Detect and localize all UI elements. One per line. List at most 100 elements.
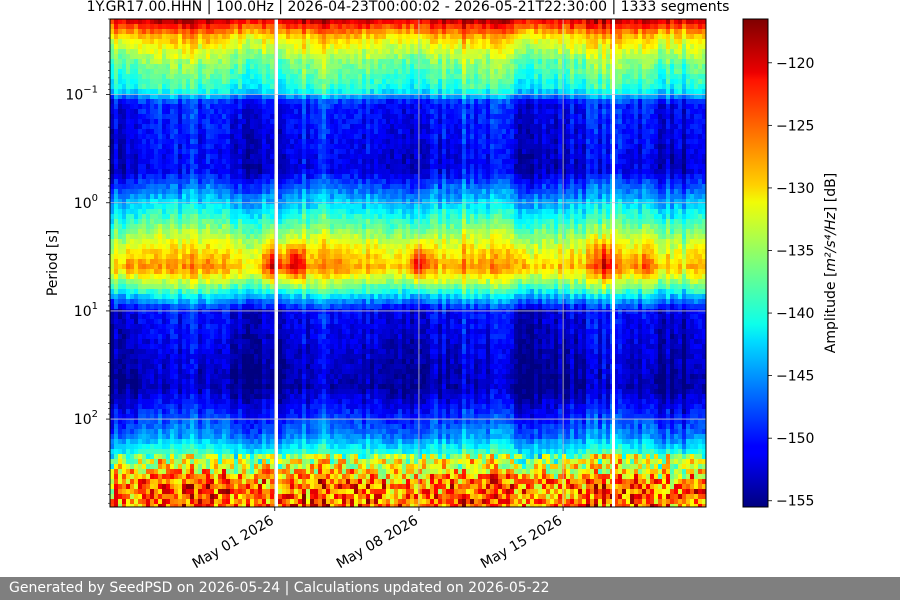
heatmap-cell — [190, 89, 195, 95]
heatmap-cell — [238, 359, 243, 365]
heatmap-cell — [194, 219, 199, 225]
heatmap-cell — [194, 434, 199, 440]
heatmap-cell — [242, 79, 247, 85]
heatmap-cell — [226, 69, 231, 75]
heatmap-cell — [302, 79, 307, 85]
heatmap-cell — [266, 494, 271, 500]
heatmap-cell — [278, 434, 283, 440]
heatmap-cell — [190, 419, 195, 425]
heatmap-cell — [210, 454, 215, 460]
heatmap-cell — [226, 399, 231, 405]
heatmap-cell — [258, 459, 263, 465]
heatmap-cell — [114, 324, 119, 330]
heatmap-cell — [158, 169, 163, 175]
heatmap-cell — [230, 184, 235, 190]
heatmap-cell — [250, 344, 255, 350]
heatmap-cell — [150, 439, 155, 445]
heatmap-cell — [166, 39, 171, 45]
heatmap-cell — [282, 404, 287, 410]
heatmap-cell — [130, 34, 135, 40]
heatmap-cell — [138, 209, 143, 215]
heatmap-cell — [226, 414, 231, 420]
heatmap-cell — [214, 39, 219, 45]
heatmap-cell — [262, 84, 267, 90]
heatmap-cell — [110, 474, 115, 480]
heatmap-cell — [270, 429, 275, 435]
heatmap-cell — [146, 349, 151, 355]
heatmap-cell — [126, 199, 131, 205]
heatmap-cell — [150, 119, 155, 125]
heatmap-cell — [114, 159, 119, 165]
heatmap-cell — [214, 419, 219, 425]
heatmap-cell — [234, 69, 239, 75]
heatmap-cell — [258, 404, 263, 410]
heatmap-cell — [186, 284, 191, 290]
heatmap-cell — [142, 454, 147, 460]
heatmap-cell — [142, 394, 147, 400]
heatmap-cell — [126, 354, 131, 360]
heatmap-cell — [282, 204, 287, 210]
heatmap-cell — [194, 279, 199, 285]
heatmap-cell — [210, 404, 215, 410]
heatmap-cell — [218, 39, 223, 45]
heatmap-cell — [262, 394, 267, 400]
heatmap-cell — [142, 374, 147, 380]
heatmap-cell — [302, 89, 307, 95]
heatmap-cell — [262, 299, 267, 305]
heatmap-cell — [230, 94, 235, 100]
heatmap-cell — [242, 454, 247, 460]
heatmap-cell — [202, 234, 207, 240]
heatmap-cell — [162, 344, 167, 350]
heatmap-cell — [294, 124, 299, 130]
heatmap-cell — [242, 294, 247, 300]
heatmap-cell — [254, 44, 259, 50]
heatmap-cell — [282, 219, 287, 225]
heatmap-cell — [214, 119, 219, 125]
heatmap-cell — [146, 89, 151, 95]
heatmap-cell — [198, 39, 203, 45]
heatmap-cell — [170, 364, 175, 370]
heatmap-cell — [142, 399, 147, 405]
heatmap-cell — [270, 174, 275, 180]
heatmap-cell — [170, 109, 175, 115]
heatmap-cell — [130, 254, 135, 260]
heatmap-cell — [302, 299, 307, 305]
heatmap-cell — [278, 139, 283, 145]
heatmap-cell — [258, 134, 263, 140]
heatmap-cell — [206, 149, 211, 155]
heatmap-cell — [270, 194, 275, 200]
heatmap-cell — [158, 384, 163, 390]
heatmap-cell — [114, 119, 119, 125]
heatmap-cell — [258, 429, 263, 435]
heatmap-cell — [122, 24, 127, 30]
heatmap-cell — [198, 234, 203, 240]
heatmap-cell — [262, 89, 267, 95]
heatmap-cell — [118, 254, 123, 260]
heatmap-cell — [262, 164, 267, 170]
heatmap-cell — [230, 469, 235, 475]
heatmap-cell — [226, 74, 231, 80]
heatmap-cell — [258, 219, 263, 225]
heatmap-cell — [146, 394, 151, 400]
heatmap-cell — [162, 89, 167, 95]
heatmap-cell — [126, 44, 131, 50]
heatmap-cell — [174, 174, 179, 180]
heatmap-cell — [298, 259, 303, 265]
heatmap-cell — [202, 84, 207, 90]
heatmap-cell — [110, 369, 115, 375]
heatmap-cell — [282, 124, 287, 130]
heatmap-cell — [258, 454, 263, 460]
heatmap-cell — [250, 69, 255, 75]
heatmap-cell — [162, 374, 167, 380]
heatmap-cell — [202, 339, 207, 345]
heatmap-cell — [278, 24, 283, 30]
heatmap-cell — [230, 104, 235, 110]
heatmap-cell — [142, 484, 147, 490]
heatmap-cell — [146, 144, 151, 150]
heatmap-cell — [122, 209, 127, 215]
heatmap-cell — [150, 279, 155, 285]
heatmap-cell — [246, 354, 251, 360]
heatmap-cell — [118, 379, 123, 385]
heatmap-cell — [310, 269, 315, 275]
heatmap-cell — [250, 54, 255, 60]
